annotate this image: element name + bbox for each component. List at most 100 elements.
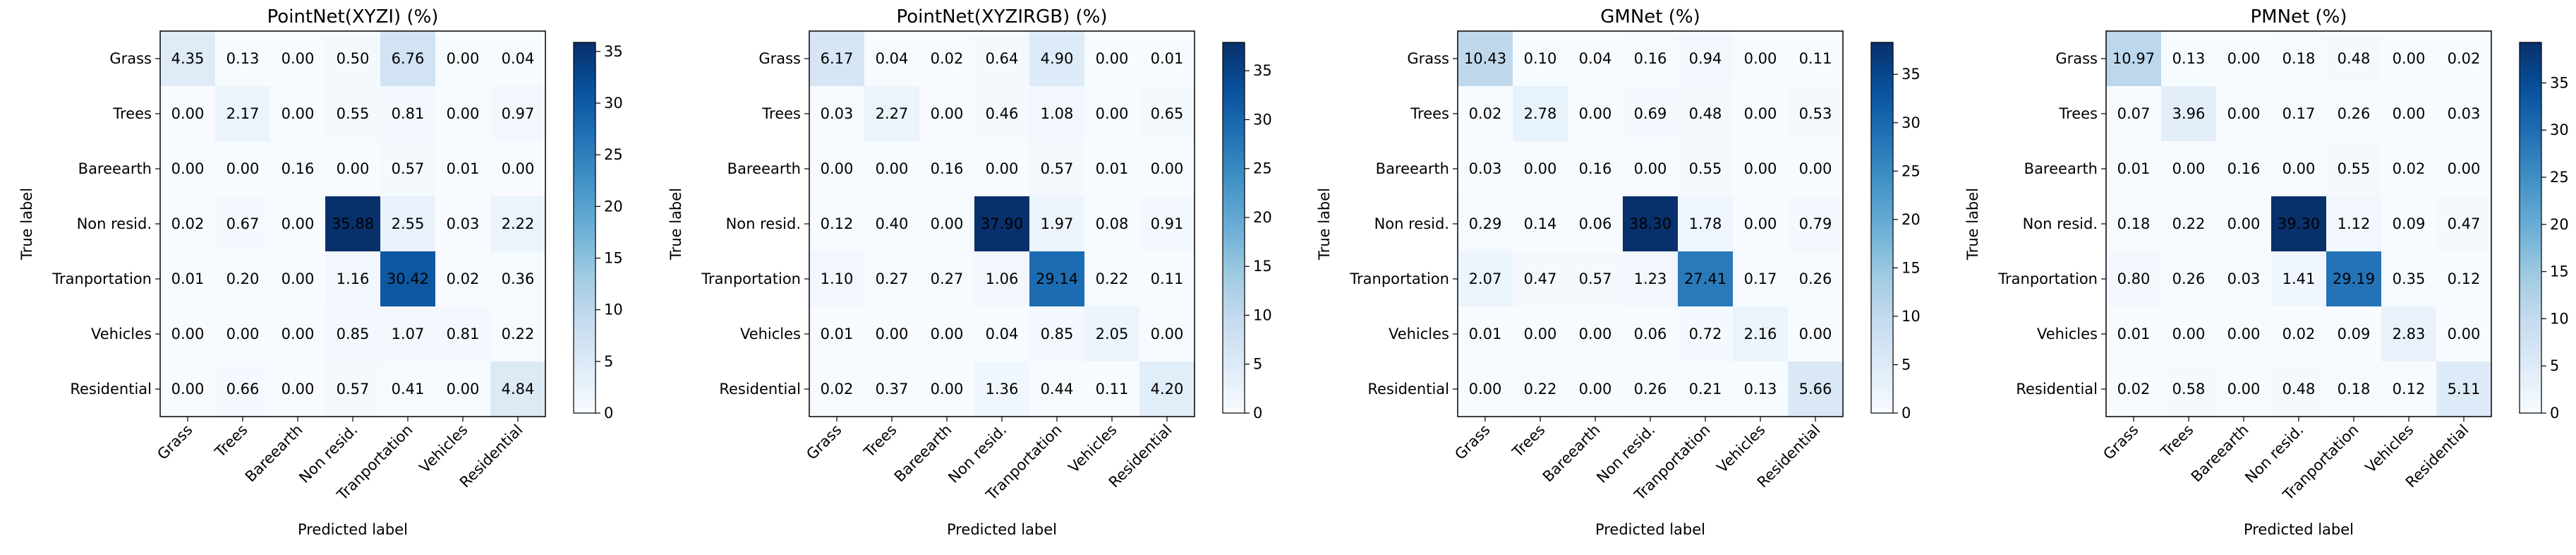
cell-value-label: 0.02 <box>931 50 964 67</box>
heatmap-cell <box>2161 362 2216 417</box>
heatmap-cell <box>1029 196 1084 251</box>
heatmap-cell <box>1623 196 1678 251</box>
heatmap-cell <box>2161 196 2216 251</box>
colorbar-tick-label: 5 <box>1901 356 1911 373</box>
heatmap-cell <box>325 251 380 306</box>
cell-value-label: 0.65 <box>1151 105 1184 122</box>
heatmap-cell <box>490 31 545 86</box>
heatmap-cell <box>1084 141 1139 196</box>
confusion-matrix-panel: PMNet (%) 10.97 0.13 0.00 0.18 0.48 0.00 0.02 0.… <box>1964 6 2569 538</box>
heatmap-cell <box>1568 141 1623 196</box>
heatmap-cell <box>919 362 974 417</box>
cell-value-label: 0.00 <box>282 215 315 232</box>
cell-value-label: 29.14 <box>1036 270 1078 287</box>
heatmap-cell <box>270 306 325 362</box>
y-axis-label: True label <box>1316 188 1333 261</box>
cell-value-label: 0.00 <box>876 160 909 177</box>
heatmap-cell <box>2106 251 2161 306</box>
x-tick-label: Grass <box>803 422 845 463</box>
cell-value-label: 1.07 <box>392 326 425 342</box>
heatmap-cell <box>435 196 490 251</box>
heatmap-cell <box>1678 362 1733 417</box>
heatmap-cell <box>160 31 215 86</box>
y-tick-label: Non resid. <box>1374 215 1449 232</box>
heatmap-cell <box>919 141 974 196</box>
cell-value-label: 1.06 <box>986 270 1019 287</box>
cell-value-label: 0.47 <box>2448 215 2481 232</box>
heatmap-cell <box>809 141 864 196</box>
heatmap-cell <box>1733 362 1788 417</box>
cell-value-label: 0.00 <box>226 326 260 342</box>
cell-value-label: 0.00 <box>931 105 964 122</box>
heatmap-cell <box>1733 86 1788 141</box>
heatmap-cell <box>270 362 325 417</box>
cell-value-label: 0.01 <box>171 270 205 287</box>
y-tick-label: Residential <box>70 381 152 398</box>
cell-value-label: 0.18 <box>2282 50 2316 67</box>
cell-value-label: 0.04 <box>876 50 909 67</box>
colorbar-tick-label: 35 <box>604 43 623 60</box>
cell-value-label: 0.64 <box>986 50 1019 67</box>
x-tick-label: Vehicles <box>416 422 471 477</box>
y-tick-label: Trees <box>2058 105 2098 122</box>
cell-value-label: 1.36 <box>986 381 1019 398</box>
heatmap-cell <box>435 362 490 417</box>
cell-value-label: 0.00 <box>931 381 964 398</box>
cell-value-label: 0.00 <box>986 160 1019 177</box>
y-tick-label: Tranportation <box>1997 270 2098 287</box>
cell-value-label: 0.22 <box>502 326 535 342</box>
heatmap-cell <box>919 251 974 306</box>
x-axis-label: Predicted label <box>2244 521 2354 538</box>
heatmap-cell <box>160 86 215 141</box>
cell-value-label: 27.41 <box>1684 270 1727 287</box>
heatmap-cell <box>325 86 380 141</box>
heatmap-cell <box>435 251 490 306</box>
heatmap-cell <box>2326 196 2381 251</box>
y-tick-label: Bareearth <box>2024 160 2098 177</box>
colorbar-tick-label: 35 <box>1253 62 1272 79</box>
cell-value-label: 1.08 <box>1041 105 1074 122</box>
cell-value-label: 0.03 <box>821 105 854 122</box>
cell-value-label: 0.48 <box>2282 381 2316 398</box>
cell-value-label: 0.00 <box>1096 50 1129 67</box>
cell-value-label: 2.07 <box>1469 270 1502 287</box>
cell-value-label: 38.30 <box>1629 215 1671 232</box>
heatmap-cell <box>1458 362 1513 417</box>
x-axis-label: Predicted label <box>947 521 1057 538</box>
heatmap-cell <box>1568 251 1623 306</box>
y-tick-label: Non resid. <box>726 215 801 232</box>
heatmap-cell <box>919 306 974 362</box>
cell-value-label: 0.16 <box>931 160 964 177</box>
y-tick-label: Vehicles <box>2037 326 2098 342</box>
cell-value-label: 1.10 <box>821 270 854 287</box>
cell-value-label: 0.48 <box>2338 50 2371 67</box>
cell-value-label: 0.00 <box>226 160 260 177</box>
cell-value-label: 0.07 <box>2117 105 2151 122</box>
confusion-matrix-panel: PointNet(XYZI) (%) 4.35 0.13 0.00 0.50 6.76 0.… <box>18 6 623 538</box>
heatmap-cell <box>2436 306 2491 362</box>
heatmap-cell <box>325 306 380 362</box>
heatmap-cell <box>215 251 270 306</box>
cell-value-label: 0.66 <box>226 381 260 398</box>
heatmap-cell <box>1084 362 1139 417</box>
cell-value-label: 0.00 <box>1524 326 1557 342</box>
heatmap-cell <box>2216 31 2271 86</box>
colorbar-tick-label: 0 <box>1253 405 1262 422</box>
heatmap-cell <box>1084 196 1139 251</box>
heatmap-cell <box>1568 86 1623 141</box>
colorbar-tick-label: 30 <box>604 95 623 112</box>
heatmap-cell <box>2271 86 2326 141</box>
cell-value-label: 0.02 <box>2448 50 2481 67</box>
cell-value-label: 6.76 <box>392 50 425 67</box>
cell-value-label: 0.16 <box>2227 160 2261 177</box>
colorbar-tick-label: 10 <box>1901 308 1921 325</box>
heatmap-cell <box>2381 86 2436 141</box>
heatmap-cell <box>809 196 864 251</box>
heatmap-cell <box>160 141 215 196</box>
heatmap-cell <box>215 86 270 141</box>
colorbar-tick-label: 15 <box>1901 259 1921 276</box>
cell-value-label: 0.00 <box>1151 326 1184 342</box>
heatmap-cell <box>1788 196 1843 251</box>
cell-value-label: 0.67 <box>226 215 260 232</box>
heatmap-cell <box>1788 86 1843 141</box>
